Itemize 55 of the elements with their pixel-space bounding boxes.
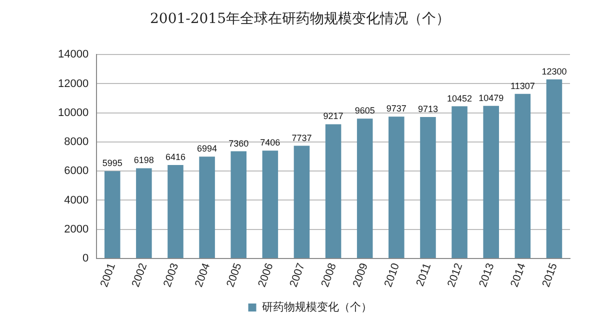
data-label: 7406 xyxy=(260,138,280,148)
bar xyxy=(136,168,152,258)
data-label: 6994 xyxy=(197,144,218,154)
data-label: 10479 xyxy=(478,92,504,103)
y-tick-label: 10000 xyxy=(58,106,89,119)
data-label: 7360 xyxy=(228,138,249,148)
data-label: 6416 xyxy=(165,152,186,162)
x-tick-label: 2008 xyxy=(319,262,339,289)
x-tick-label: 2002 xyxy=(130,262,150,289)
bar xyxy=(452,106,468,258)
data-label: 6198 xyxy=(134,155,154,166)
x-tick-label: 2006 xyxy=(256,262,276,289)
y-tick-label: 14000 xyxy=(58,48,89,61)
data-label: 12300 xyxy=(542,66,567,76)
x-tick-label: 2007 xyxy=(288,262,308,289)
x-tick-label: 2004 xyxy=(193,262,213,289)
x-tick-label: 2001 xyxy=(98,262,118,289)
x-tick-label: 2014 xyxy=(508,262,528,289)
x-tick-label: 2015 xyxy=(540,262,560,289)
bar xyxy=(483,106,499,258)
x-tick-label: 2010 xyxy=(382,262,402,289)
bar xyxy=(262,150,278,258)
y-tick-label: 4000 xyxy=(64,194,89,206)
bar xyxy=(199,156,215,258)
x-tick-label: 2005 xyxy=(224,262,244,289)
bar xyxy=(168,165,184,258)
bar xyxy=(388,116,404,258)
legend-label: 研药物规模变化（个） xyxy=(262,300,372,314)
data-label: 9217 xyxy=(323,111,344,122)
data-label: 11307 xyxy=(510,80,535,91)
bar xyxy=(420,117,436,258)
x-tick-label: 2009 xyxy=(350,262,371,289)
data-label: 5995 xyxy=(102,158,122,168)
y-tick-label: 2000 xyxy=(64,223,89,236)
chart-title: 2001-2015年全球在研药物规模变化情况（个） xyxy=(149,10,451,28)
bar xyxy=(230,151,246,258)
bar xyxy=(546,79,562,258)
y-tick-label: 12000 xyxy=(58,78,89,90)
y-tick-label: 6000 xyxy=(64,165,89,178)
data-label: 10452 xyxy=(447,93,472,104)
data-label: 7737 xyxy=(292,132,312,143)
data-label: 9713 xyxy=(418,104,438,114)
data-label: 9737 xyxy=(386,104,406,114)
bar xyxy=(294,146,310,258)
x-tick-label: 2012 xyxy=(446,262,466,289)
bar xyxy=(514,94,531,258)
bar xyxy=(104,171,120,258)
bar xyxy=(356,118,373,258)
x-tick-label: 2013 xyxy=(477,262,497,289)
y-tick-label: 0 xyxy=(82,252,89,265)
x-tick-label: 2003 xyxy=(162,262,182,289)
data-label: 9605 xyxy=(354,106,375,116)
x-tick-label: 2011 xyxy=(414,262,434,288)
bar xyxy=(325,124,342,258)
y-tick-label: 8000 xyxy=(64,136,89,148)
